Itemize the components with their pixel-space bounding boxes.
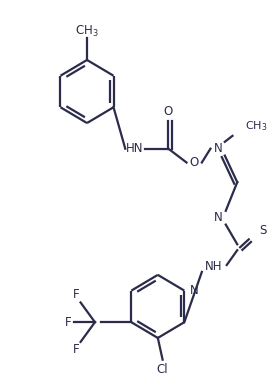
Text: O: O	[190, 156, 199, 169]
Text: O: O	[164, 105, 173, 118]
Text: F: F	[73, 288, 79, 301]
Text: CH$_3$: CH$_3$	[245, 119, 267, 133]
Text: F: F	[73, 343, 79, 356]
Text: N: N	[190, 284, 198, 297]
Text: CH$_3$: CH$_3$	[75, 24, 99, 39]
Text: S: S	[259, 224, 267, 237]
Text: HN: HN	[126, 142, 144, 155]
Text: F: F	[65, 316, 72, 328]
Text: N: N	[214, 211, 222, 224]
Text: NH: NH	[205, 260, 222, 274]
Text: N: N	[214, 142, 222, 155]
Text: Cl: Cl	[157, 363, 169, 376]
